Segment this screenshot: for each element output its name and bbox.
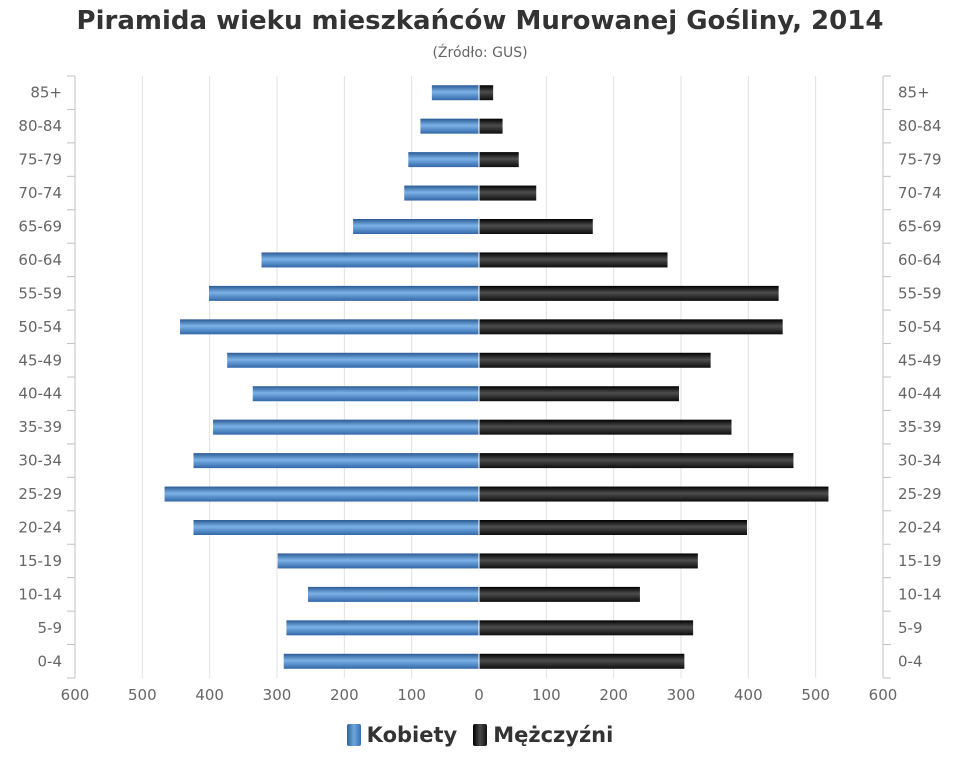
y-tick-label-right: 20-24 xyxy=(898,519,942,537)
bar-kobiety xyxy=(283,653,479,669)
legend-swatch-kobiety xyxy=(346,724,361,746)
bar-kobiety xyxy=(404,185,479,201)
y-tick-label-right: 50-54 xyxy=(898,318,942,336)
bar-mezczyzni xyxy=(479,319,783,335)
y-tick-label-right: 75-79 xyxy=(898,151,942,169)
y-tick-label-right: 40-44 xyxy=(898,385,942,403)
bar-mezczyzni xyxy=(479,85,494,101)
y-tick-label-right: 80-84 xyxy=(898,117,942,135)
y-tick-label-left: 75-79 xyxy=(18,151,62,169)
y-tick-label-left: 45-49 xyxy=(18,351,62,369)
bar-mezczyzni xyxy=(479,486,829,502)
bar-kobiety xyxy=(227,352,479,368)
bar-kobiety xyxy=(193,453,480,469)
bar-mezczyzni xyxy=(479,219,593,234)
bar-kobiety xyxy=(431,85,479,101)
x-tick-label: 200 xyxy=(599,686,628,704)
y-tick-label-right: 30-34 xyxy=(898,452,942,470)
y-tick-label-right: 5-9 xyxy=(898,619,923,637)
bar-kobiety xyxy=(408,152,479,168)
bar-kobiety xyxy=(353,219,479,234)
x-tick-label: 600 xyxy=(869,686,898,704)
bar-mezczyzni xyxy=(479,118,503,134)
bar-mezczyzni xyxy=(479,620,694,636)
x-tick-label: 500 xyxy=(128,686,157,704)
y-tick-label-left: 20-24 xyxy=(18,519,62,537)
y-tick-label-left: 80-84 xyxy=(18,117,62,135)
bar-kobiety xyxy=(164,486,479,502)
bar-mezczyzni xyxy=(479,453,794,469)
x-tick-label: 100 xyxy=(532,686,561,704)
y-tick-label-right: 60-64 xyxy=(898,251,942,269)
x-tick-label: 100 xyxy=(397,686,426,704)
bar-kobiety xyxy=(261,252,479,268)
bar-mezczyzni xyxy=(479,352,711,368)
y-tick-label-left: 65-69 xyxy=(18,218,62,236)
y-tick-label-left: 55-59 xyxy=(18,284,62,302)
bar-kobiety xyxy=(307,586,479,602)
legend-swatch-mezczyzni xyxy=(473,724,488,746)
bar-kobiety xyxy=(180,319,480,335)
legend: Kobiety Mężczyźni xyxy=(0,723,960,747)
bar-mezczyzni xyxy=(479,386,679,402)
bar-mezczyzni xyxy=(479,553,698,569)
y-tick-label-left: 35-39 xyxy=(18,418,62,436)
legend-item-mezczyzni[interactable]: Mężczyźni xyxy=(473,723,613,747)
bar-mezczyzni xyxy=(479,252,668,268)
bar-kobiety xyxy=(213,419,480,435)
bar-kobiety xyxy=(286,620,479,636)
x-tick-label: 300 xyxy=(263,686,292,704)
y-tick-label-left: 60-64 xyxy=(18,251,62,269)
y-tick-label-left: 50-54 xyxy=(18,318,62,336)
bar-mezczyzni xyxy=(479,185,537,201)
legend-label-kobiety: Kobiety xyxy=(366,723,458,747)
y-tick-label-left: 15-19 xyxy=(18,552,62,570)
bar-mezczyzni xyxy=(479,653,685,669)
bar-kobiety xyxy=(208,285,479,301)
bar-kobiety xyxy=(252,386,479,402)
y-tick-label-right: 85+ xyxy=(898,84,930,102)
bar-mezczyzni xyxy=(479,586,640,602)
chart-title: Piramida wieku mieszkańców Murowanej Goś… xyxy=(76,6,884,36)
bar-mezczyzni xyxy=(479,152,519,168)
bar-mezczyzni xyxy=(479,419,732,435)
legend-label-mezczyzni: Mężczyźni xyxy=(493,723,614,747)
y-tick-label-right: 10-14 xyxy=(898,585,942,603)
bar-kobiety xyxy=(420,118,479,134)
x-tick-label: 500 xyxy=(801,686,830,704)
y-tick-label-right: 25-29 xyxy=(898,485,942,503)
bar-mezczyzni xyxy=(479,285,779,301)
y-tick-label-right: 45-49 xyxy=(898,351,942,369)
x-tick-label: 600 xyxy=(61,686,90,704)
y-tick-label-right: 35-39 xyxy=(898,418,942,436)
bar-kobiety xyxy=(193,520,480,535)
x-tick-label: 400 xyxy=(195,686,224,704)
y-tick-label-right: 70-74 xyxy=(898,184,942,202)
x-tick-label: 200 xyxy=(330,686,359,704)
y-tick-label-left: 30-34 xyxy=(18,452,62,470)
bar-mezczyzni xyxy=(479,520,747,535)
y-tick-label-left: 0-4 xyxy=(38,652,63,670)
y-tick-label-left: 70-74 xyxy=(18,184,62,202)
y-tick-label-right: 65-69 xyxy=(898,218,942,236)
y-tick-label-left: 10-14 xyxy=(18,585,62,603)
y-tick-label-right: 0-4 xyxy=(898,652,923,670)
chart-subtitle: (Źródło: GUS) xyxy=(432,45,528,61)
y-tick-label-left: 40-44 xyxy=(18,385,62,403)
x-tick-label: 300 xyxy=(667,686,696,704)
legend-item-kobiety[interactable]: Kobiety xyxy=(346,723,458,747)
bar-kobiety xyxy=(277,553,479,569)
x-tick-label: 0 xyxy=(474,686,484,704)
y-tick-label-left: 85+ xyxy=(30,84,62,102)
y-tick-label-left: 25-29 xyxy=(18,485,62,503)
x-tick-label: 400 xyxy=(734,686,763,704)
y-tick-label-right: 15-19 xyxy=(898,552,942,570)
y-tick-label-left: 5-9 xyxy=(38,619,63,637)
y-tick-label-right: 55-59 xyxy=(898,284,942,302)
